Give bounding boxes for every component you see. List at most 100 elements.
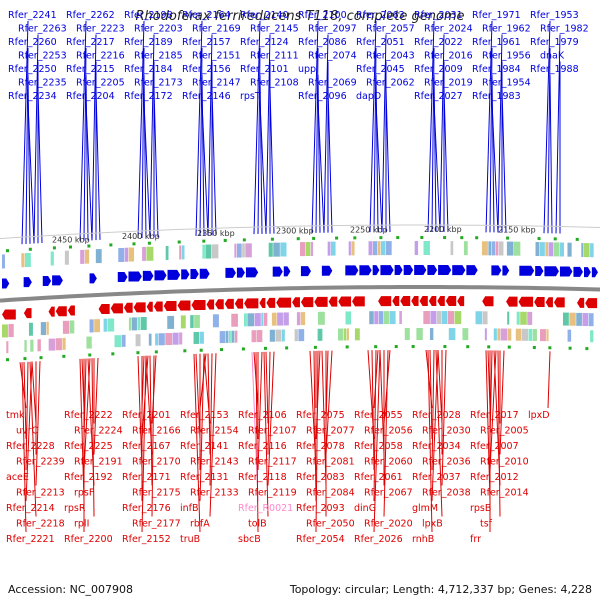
gene-arrow-top: [535, 266, 544, 277]
rna-feature-top: [312, 236, 316, 240]
cog-block-bottom: [475, 311, 483, 325]
gene-arrow-top: [427, 265, 438, 276]
gene-arrow-bottom: [411, 296, 419, 307]
gene-arrow-bottom: [482, 296, 494, 307]
cog-block-bottom: [430, 311, 437, 325]
cog-block-top: [450, 241, 454, 256]
gene-arrow-bottom: [545, 297, 553, 308]
rna-feature-bottom: [219, 348, 223, 352]
gene-label: Rfer_2022: [414, 37, 463, 48]
gene-arrow-top: [452, 265, 466, 276]
label-leader: [385, 88, 391, 233]
gene-arrow-bottom: [146, 301, 153, 312]
gene-label: rpsF: [74, 488, 94, 499]
cog-block-top: [491, 241, 496, 256]
gene-label: Rfer_2184: [124, 64, 173, 75]
rna-feature-bottom: [313, 345, 317, 349]
label-leader: [137, 20, 145, 239]
label-leader: [327, 88, 333, 233]
label-leader: [267, 351, 275, 486]
cog-block-bottom-2: [567, 329, 572, 342]
gene-label: Rfer_2201: [122, 410, 171, 421]
cog-block-bottom-2: [515, 328, 522, 341]
label-connectors: [19, 20, 561, 533]
cog-block-top: [535, 242, 540, 257]
gene-label: Rfer_2107: [248, 426, 297, 437]
cog-block-bottom-2: [155, 333, 159, 346]
rna-feature-top: [87, 244, 91, 248]
cog-block-bottom-2: [234, 330, 238, 343]
label-leader: [141, 355, 147, 533]
cog-block-bottom-2: [317, 328, 323, 341]
rna-feature-bottom: [585, 347, 589, 351]
label-leader: [323, 34, 329, 233]
label-leader: [555, 34, 561, 234]
label-leader: [497, 350, 501, 517]
cog-block-top: [481, 241, 488, 256]
cog-block-top: [377, 241, 381, 256]
gene-arrow-top: [559, 266, 573, 277]
label-leader: [373, 350, 377, 502]
label-leader: [427, 20, 435, 233]
gene-arrow-top: [181, 269, 190, 280]
bp-tick-label: 2300 kbp: [276, 227, 314, 236]
gene-label: Rfer_2026: [354, 534, 403, 545]
gene-label: tolB: [248, 519, 267, 530]
gene-label: Rfer_2036: [422, 457, 471, 468]
gene-arrow-bottom: [518, 296, 534, 307]
cog-block-top: [64, 250, 69, 265]
gene-label: Rfer_2007: [470, 441, 519, 452]
gene-arrow-bottom: [392, 296, 400, 307]
cog-block-bottom: [247, 313, 255, 327]
cog-block-top: [181, 245, 185, 260]
gene-label: Rfer_2108: [250, 78, 299, 89]
gene-label: Rfer_2016: [424, 51, 473, 62]
gene-label: Rfer_2133: [190, 488, 239, 499]
bp-tick-label: 2400 kbp: [122, 232, 160, 241]
cog-block-top: [24, 253, 31, 268]
cog-block-bottom-2: [48, 338, 56, 351]
label-leader: [153, 88, 159, 238]
gene-label: Rfer_2204: [66, 91, 115, 102]
gene-arrow-top: [491, 265, 502, 276]
rna-feature-bottom: [263, 346, 267, 350]
cog-block-bottom: [369, 311, 374, 325]
gene-label: Rfer_2241: [8, 10, 57, 21]
label-leader: [267, 351, 271, 455]
cog-block-bottom-2: [269, 329, 275, 342]
cog-block-bottom-2: [521, 328, 529, 341]
gene-label: Rfer_1971: [472, 10, 521, 21]
gene-label: Rfer_2019: [424, 78, 473, 89]
gene-arrow-top: [167, 269, 181, 280]
label-leader: [321, 350, 327, 486]
label-leader: [375, 74, 379, 233]
rna-feature-bottom: [345, 345, 349, 349]
gene-label: Rfer_2100: [298, 10, 347, 21]
gene-label: Rfer_2009: [414, 64, 463, 75]
gene-arrow-top: [438, 265, 452, 276]
cog-block-bottom: [62, 320, 70, 334]
cog-block-top: [202, 244, 205, 259]
cog-block-bottom-2: [86, 336, 92, 349]
gene-arrow-bottom: [67, 305, 75, 316]
gene-label: Rfer_2056: [364, 426, 413, 437]
label-leader: [549, 74, 553, 234]
gene-arrow-top: [300, 266, 311, 277]
gene-label: Rfer_2045: [356, 64, 405, 75]
cog-block-bottom-2: [298, 329, 305, 342]
rna-feature-top: [242, 238, 246, 242]
rna-feature-bottom: [568, 346, 572, 350]
gene-label: Rfer_2034: [412, 441, 461, 452]
cog-block-bottom-2: [24, 340, 27, 353]
cog-block-bottom-2: [497, 328, 501, 341]
label-leader: [195, 20, 203, 236]
gene-arrow-bottom: [300, 297, 314, 308]
gene-label: Rfer_2253: [18, 51, 67, 62]
label-leader: [137, 356, 143, 471]
label-leader: [195, 353, 201, 440]
rna-feature-top: [296, 237, 300, 241]
rna-feature-top: [460, 236, 464, 240]
gene-arrow-bottom: [191, 300, 206, 311]
rna-feature-bottom: [374, 345, 378, 349]
gene-arrow-bottom: [266, 297, 276, 308]
